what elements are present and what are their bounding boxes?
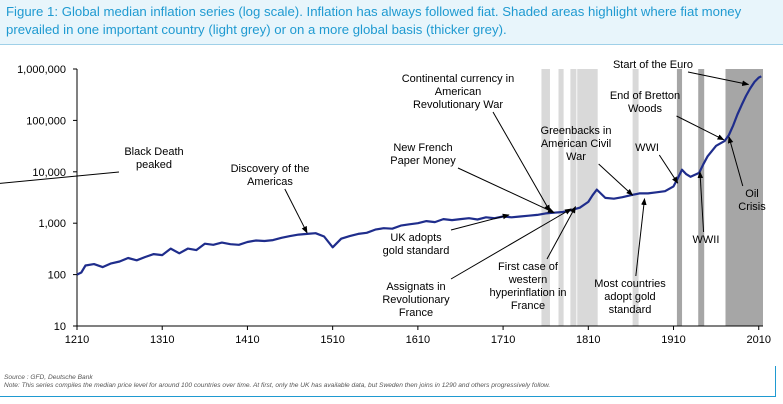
annotation-11: WWII — [693, 171, 720, 246]
annotation-label: WWI — [635, 142, 659, 154]
figure-header: Figure 1: Global median inflation series… — [0, 0, 783, 45]
annotation-label: Start of the Euro — [613, 59, 693, 71]
shaded-period-6 — [676, 69, 683, 326]
annotation-arrow — [284, 188, 308, 234]
shaded-period-2 — [558, 69, 564, 326]
annotation-arrow — [727, 136, 744, 187]
x-tick-label: 1810 — [576, 334, 600, 346]
chart-source: Source : GFD, Deutsche Bank Note: This s… — [4, 374, 550, 390]
annotation-3: Continental currency in American Revolutio… — [402, 73, 551, 212]
x-tick-label: 1410 — [235, 334, 259, 346]
annotation-label: Black Death peaked — [124, 146, 183, 171]
annotation-label: WWII — [693, 234, 720, 246]
annotation-arrow — [450, 213, 510, 231]
annotation-13: First case of western hyperinflation in Fra… — [489, 206, 576, 312]
shaded-period-1 — [541, 69, 550, 326]
annotation-arrow — [697, 171, 705, 233]
series-layer — [76, 75, 762, 276]
y-tick-label: 100,000 — [26, 115, 66, 127]
note-text: Note: This series compiles the median pr… — [4, 382, 551, 389]
series-line-1 — [76, 75, 762, 276]
annotation-10: Oil Crisis — [727, 136, 766, 213]
shaded-period-4 — [577, 69, 598, 326]
y-tick-label: 1,000,000 — [17, 64, 66, 76]
x-tick-label: 1910 — [661, 334, 685, 346]
annotation-arrow — [687, 71, 750, 86]
annotation-arrow — [598, 163, 634, 196]
annotation-arrow — [546, 206, 576, 260]
frame-divider-bottom — [0, 396, 776, 397]
y-tick-label: 100 — [48, 270, 66, 282]
annotation-label: New French Paper Money — [390, 142, 456, 167]
axes: 10 100 1,000 10,000 100,000 1,000,000 1210 1310… — [17, 64, 771, 346]
x-tick-label: 1210 — [65, 334, 89, 346]
annotation-label: Oil Crisis — [738, 188, 766, 213]
annotation-label: Discovery of the Americas — [231, 163, 310, 188]
shaded-period-5 — [632, 69, 639, 326]
annotation-label: UK adopts gold standard — [383, 232, 450, 257]
annotation-12: Assignats in Revolutionary France — [382, 208, 572, 319]
annotation-arrow — [635, 197, 647, 277]
x-tick-label: 1310 — [150, 334, 174, 346]
annotation-1: Black Death peaked — [0, 146, 184, 184]
annotation-arrow — [676, 115, 725, 141]
annotation-arrow — [457, 167, 555, 214]
annotations: Black Death peaked Discovery of the America… — [0, 59, 766, 319]
frame-divider-right — [775, 366, 776, 396]
x-tick-label: 2010 — [746, 334, 770, 346]
annotation-6: Greenbacks in American Civil War — [541, 125, 634, 196]
annotation-5: UK adopts gold standard — [383, 213, 510, 257]
annotation-9: End of Bretton Woods — [610, 90, 725, 141]
annotation-label: End of Bretton Woods — [610, 90, 680, 115]
source-text: Source : GFD, Deutsche Bank — [4, 374, 93, 381]
annotation-label: Continental currency in American Revolutio… — [402, 73, 515, 111]
x-tick-label: 1710 — [491, 334, 515, 346]
annotation-14: Most countries adopt gold standard — [594, 197, 666, 316]
inflation-chart: 10 100 1,000 10,000 100,000 1,000,000 1210 1310… — [0, 59, 771, 346]
x-tick-label: 1510 — [320, 334, 344, 346]
annotation-4: New French Paper Money — [390, 142, 555, 214]
y-tick-label: 10 — [54, 321, 66, 333]
annotation-arrow — [658, 154, 679, 184]
annotation-label: Assignats in Revolutionary France — [382, 281, 450, 319]
x-tick-label: 1610 — [406, 334, 430, 346]
annotation-arrow — [450, 208, 572, 280]
shaded-period-3 — [570, 69, 577, 326]
annotation-arrow — [0, 171, 120, 184]
y-tick-label: 1,000 — [38, 218, 66, 230]
annotation-7: WWI — [635, 142, 679, 184]
annotation-arrow — [492, 111, 551, 212]
annotation-label: Greenbacks in American Civil War — [541, 125, 612, 163]
shaded-periods — [541, 69, 763, 326]
annotation-label: First case of western hyperinflation in Fra… — [489, 261, 566, 312]
shaded-period-8 — [725, 69, 763, 326]
figure-title: Figure 1: Global median inflation series… — [6, 4, 742, 37]
annotation-8: Start of the Euro — [613, 59, 750, 86]
annotation-label: Most countries adopt gold standard — [594, 278, 666, 316]
annotation-2: Discovery of the Americas — [231, 163, 310, 234]
y-tick-label: 10,000 — [32, 167, 66, 179]
